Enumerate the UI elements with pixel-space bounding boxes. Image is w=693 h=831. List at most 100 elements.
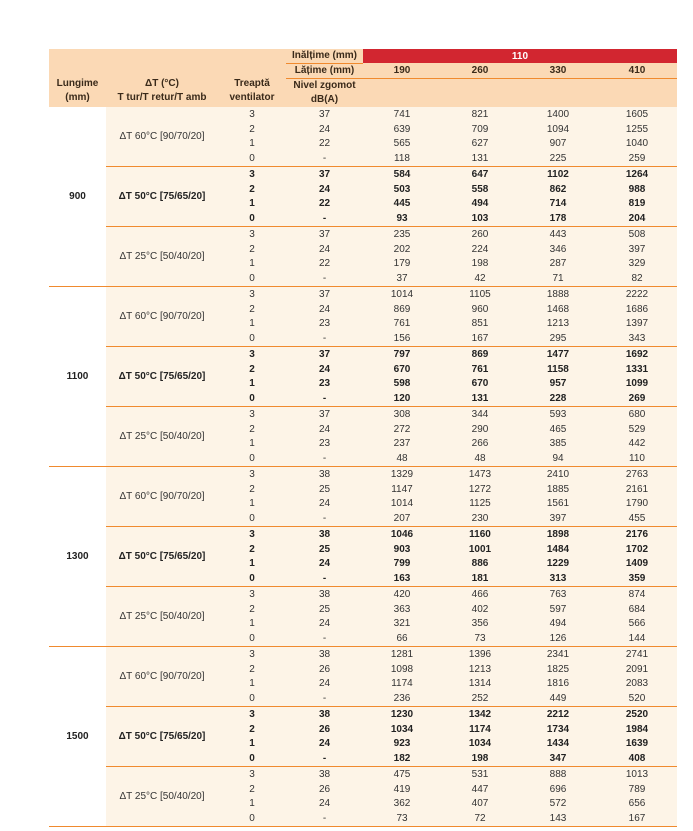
output-190-cell: 237 xyxy=(363,436,441,452)
output-410-cell: 520 xyxy=(597,691,677,707)
output-410-cell: 684 xyxy=(597,601,677,617)
output-330-cell: 1102 xyxy=(519,165,597,182)
noise-cell: 24 xyxy=(286,676,363,692)
noise-cell: - xyxy=(286,511,363,527)
dt-condition-cell: ΔT 60°C [90/70/20] xyxy=(106,286,218,347)
noise-cell: 38 xyxy=(286,645,363,662)
output-190-cell: 48 xyxy=(363,451,441,467)
output-260-cell: 466 xyxy=(441,585,519,602)
noise-cell: - xyxy=(286,811,363,827)
fan-step-cell: 1 xyxy=(218,196,286,212)
noise-cell: - xyxy=(286,631,363,647)
output-330-cell: 2341 xyxy=(519,645,597,662)
table-row: 2 26 419 447 696 789 xyxy=(49,781,677,797)
noise-cell: 24 xyxy=(286,121,363,137)
output-330-cell: 347 xyxy=(519,751,597,767)
output-410-cell: 2176 xyxy=(597,525,677,542)
table-row: 0-163 181 313 359 xyxy=(49,571,677,587)
fan-step-cell: 3 xyxy=(218,525,286,542)
output-410-cell: 1264 xyxy=(597,165,677,182)
output-190-cell: 37 xyxy=(363,271,441,287)
fan-step-cell: 0 xyxy=(218,151,286,167)
fan-step-cell: 2 xyxy=(218,241,286,257)
output-330-cell: 1888 xyxy=(519,285,597,302)
output-190-cell: 869 xyxy=(363,301,441,317)
width-410: 410 xyxy=(597,63,677,79)
fan-step-cell: 1 xyxy=(218,496,286,512)
table-row: 2 24 202 224 346 397 xyxy=(49,241,677,257)
fan-step-cell: 2 xyxy=(218,181,286,197)
noise-cell: 22 xyxy=(286,196,363,212)
output-330-cell: 71 xyxy=(519,271,597,287)
output-190-cell: 1147 xyxy=(363,481,441,497)
output-190-cell: 741 xyxy=(363,107,441,122)
output-260-cell: 821 xyxy=(441,107,519,122)
output-330-cell: 1825 xyxy=(519,661,597,677)
dt-condition-cell: ΔT 60°C [90/70/20] xyxy=(106,646,218,707)
output-260-cell: 709 xyxy=(441,121,519,137)
table-row: 1 23 598 670 957 1099 xyxy=(49,376,677,392)
noise-cell: 38 xyxy=(286,525,363,542)
output-260-cell: 1473 xyxy=(441,465,519,482)
noise-cell: 24 xyxy=(286,241,363,257)
noise-cell: 26 xyxy=(286,721,363,737)
output-260-cell: 344 xyxy=(441,405,519,422)
output-410-cell: 2741 xyxy=(597,645,677,662)
fan-step-cell: 1 xyxy=(218,736,286,752)
length-cell: 900 xyxy=(49,107,106,287)
fan-step-cell: 0 xyxy=(218,271,286,287)
noise-cell: 24 xyxy=(286,556,363,572)
output-410-cell: 397 xyxy=(597,241,677,257)
noise-cell: 26 xyxy=(286,661,363,677)
dt-condition-cell: ΔT 50°C [75/65/20] xyxy=(106,166,218,227)
output-330-cell: 94 xyxy=(519,451,597,467)
output-410-cell: 789 xyxy=(597,781,677,797)
table-row: 1 22 565 627 907 1040 xyxy=(49,136,677,152)
output-330-cell: 225 xyxy=(519,151,597,167)
output-260-cell: 1396 xyxy=(441,645,519,662)
output-410-cell: 680 xyxy=(597,405,677,422)
output-330-cell: 346 xyxy=(519,241,597,257)
output-330-cell: 1816 xyxy=(519,676,597,692)
output-190-cell: 503 xyxy=(363,181,441,197)
dt-header: ΔT (°C) T tur/T retur/T amb xyxy=(106,77,218,105)
fan-step-cell: 1 xyxy=(218,676,286,692)
output-410-cell: 167 xyxy=(597,811,677,827)
height-label: Inălțime (mm) xyxy=(286,49,363,64)
table-row: 0-48 48 94 110 xyxy=(49,451,677,467)
output-410-cell: 1702 xyxy=(597,541,677,557)
table-row: 900 ΔT 60°C [90/70/20] 3 37 741 821 1400 1605 xyxy=(49,107,677,287)
table-row: 2 24 503 558 862 988 xyxy=(49,181,677,197)
fan-step-cell: 2 xyxy=(218,781,286,797)
fan-step-cell: 3 xyxy=(218,645,286,662)
output-260-cell: 960 xyxy=(441,301,519,317)
noise-cell: 24 xyxy=(286,421,363,437)
fan-step-cell: 3 xyxy=(218,705,286,722)
output-190-cell: 445 xyxy=(363,196,441,212)
noise-cell: 23 xyxy=(286,436,363,452)
output-410-cell: 566 xyxy=(597,616,677,632)
output-190-cell: 1281 xyxy=(363,645,441,662)
output-330-cell: 126 xyxy=(519,631,597,647)
output-260-cell: 131 xyxy=(441,151,519,167)
fan-step-cell: 1 xyxy=(218,316,286,332)
heat-output-table: Lungime (mm) ΔT (°C) T tur/T retur/T amb T… xyxy=(49,49,677,827)
output-330-cell: 957 xyxy=(519,376,597,392)
fan-step-cell: 2 xyxy=(218,361,286,377)
table-row: 2 25 363 402 597 684 xyxy=(49,601,677,617)
table-row: 1300 ΔT 60°C [90/70/20] 3 38 1329 1473 2410 276… xyxy=(49,465,677,647)
dt-condition-cell: ΔT 50°C [75/65/20] xyxy=(106,346,218,407)
noise-cell: 37 xyxy=(286,345,363,362)
output-330-cell: 714 xyxy=(519,196,597,212)
output-410-cell: 1605 xyxy=(597,107,677,122)
output-330-cell: 696 xyxy=(519,781,597,797)
output-330-cell: 1229 xyxy=(519,556,597,572)
output-330-cell: 1213 xyxy=(519,316,597,332)
dt-condition-cell: ΔT 25°C [50/40/20] xyxy=(106,586,218,647)
output-190-cell: 670 xyxy=(363,361,441,377)
output-330-cell: 449 xyxy=(519,691,597,707)
table-row: 1 24 1014 1125 1561 1790 xyxy=(49,496,677,512)
output-330-cell: 287 xyxy=(519,256,597,272)
output-190-cell: 1098 xyxy=(363,661,441,677)
output-330-cell: 313 xyxy=(519,571,597,587)
